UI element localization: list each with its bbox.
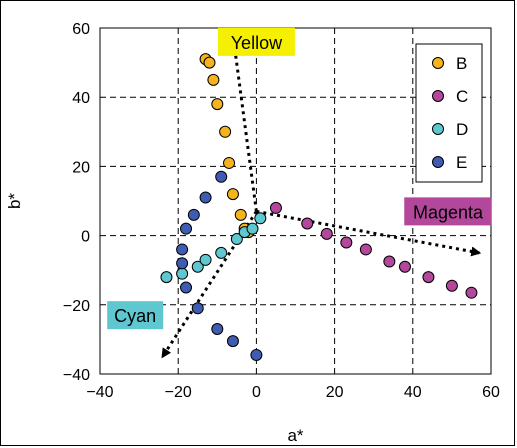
data-point-b bbox=[211, 98, 224, 111]
data-point-c bbox=[340, 236, 353, 249]
data-point-e bbox=[211, 323, 224, 336]
y-tick-label: 0 bbox=[81, 229, 90, 246]
data-point-e bbox=[180, 281, 193, 294]
data-point-e bbox=[226, 335, 239, 348]
y-tick-label: 60 bbox=[72, 21, 90, 38]
data-point-c bbox=[398, 260, 411, 273]
y-tick-label: −20 bbox=[63, 298, 90, 315]
annotation-label: Magenta bbox=[413, 202, 484, 222]
data-point-c bbox=[422, 271, 435, 284]
legend-marker bbox=[432, 123, 444, 135]
legend-marker bbox=[432, 90, 444, 102]
data-point-b bbox=[226, 188, 239, 201]
legend-label: C bbox=[456, 87, 468, 106]
legend-label: E bbox=[456, 153, 467, 172]
data-point-b bbox=[203, 56, 216, 69]
x-tick-label: 0 bbox=[252, 384, 261, 401]
data-point-b bbox=[234, 208, 247, 221]
x-tick-label: −40 bbox=[86, 384, 113, 401]
data-point-b bbox=[223, 156, 236, 169]
data-point-d bbox=[199, 253, 212, 266]
annotation-label: Cyan bbox=[114, 306, 156, 326]
data-point-e bbox=[180, 222, 193, 235]
annotation-cyan: Cyan bbox=[107, 301, 164, 330]
annotation-label: Yellow bbox=[231, 33, 283, 53]
annotation-box bbox=[404, 197, 492, 226]
data-point-c bbox=[465, 286, 478, 299]
data-point-c bbox=[269, 201, 282, 214]
y-tick-label: −40 bbox=[63, 367, 90, 384]
data-point-d bbox=[176, 267, 189, 280]
data-points bbox=[160, 53, 478, 361]
x-tick-label: 60 bbox=[482, 384, 500, 401]
data-point-d bbox=[191, 260, 204, 273]
data-point-d bbox=[246, 222, 259, 235]
data-point-e bbox=[191, 302, 204, 315]
data-point-e bbox=[176, 257, 189, 270]
data-point-c bbox=[383, 255, 396, 268]
x-tick-label: −20 bbox=[165, 384, 192, 401]
data-point-d bbox=[254, 212, 267, 225]
data-point-b bbox=[219, 125, 232, 138]
y-tick-label: 40 bbox=[72, 90, 90, 107]
tick-labels: −40 −20 0 20 40 60 −40 −20 0 20 40 60 bbox=[63, 21, 500, 401]
direction-arrow bbox=[229, 32, 258, 212]
y-tick-label: 20 bbox=[72, 159, 90, 176]
data-point-e bbox=[187, 208, 200, 221]
y-axis-label: b* bbox=[5, 193, 24, 209]
annotation-box bbox=[107, 301, 164, 330]
annotation-yellow: Yellow bbox=[217, 27, 295, 56]
color-annotations: Yellow Magenta Cyan bbox=[107, 27, 492, 330]
data-point-c bbox=[359, 243, 372, 256]
x-axis-label: a* bbox=[287, 426, 303, 445]
data-point-c bbox=[301, 217, 314, 230]
data-point-d bbox=[215, 246, 228, 259]
direction-arrow bbox=[256, 209, 482, 257]
data-point-e bbox=[215, 170, 228, 183]
x-tick-label: 40 bbox=[404, 384, 422, 401]
legend-label: B bbox=[456, 54, 467, 73]
legend-marker bbox=[432, 57, 444, 69]
annotation-magenta: Magenta bbox=[404, 197, 492, 226]
x-tick-label: 20 bbox=[326, 384, 344, 401]
data-point-e bbox=[176, 243, 189, 256]
legend-box bbox=[415, 43, 483, 183]
legend-marker bbox=[432, 156, 444, 168]
data-point-c bbox=[445, 279, 458, 292]
data-point-e bbox=[199, 191, 212, 204]
data-point-d bbox=[160, 271, 173, 284]
legend-label: D bbox=[456, 120, 468, 139]
annotation-box bbox=[217, 27, 295, 56]
data-point-e bbox=[250, 348, 263, 361]
data-point-b bbox=[207, 73, 220, 86]
data-point-d bbox=[230, 233, 243, 246]
data-point-c bbox=[320, 227, 333, 240]
